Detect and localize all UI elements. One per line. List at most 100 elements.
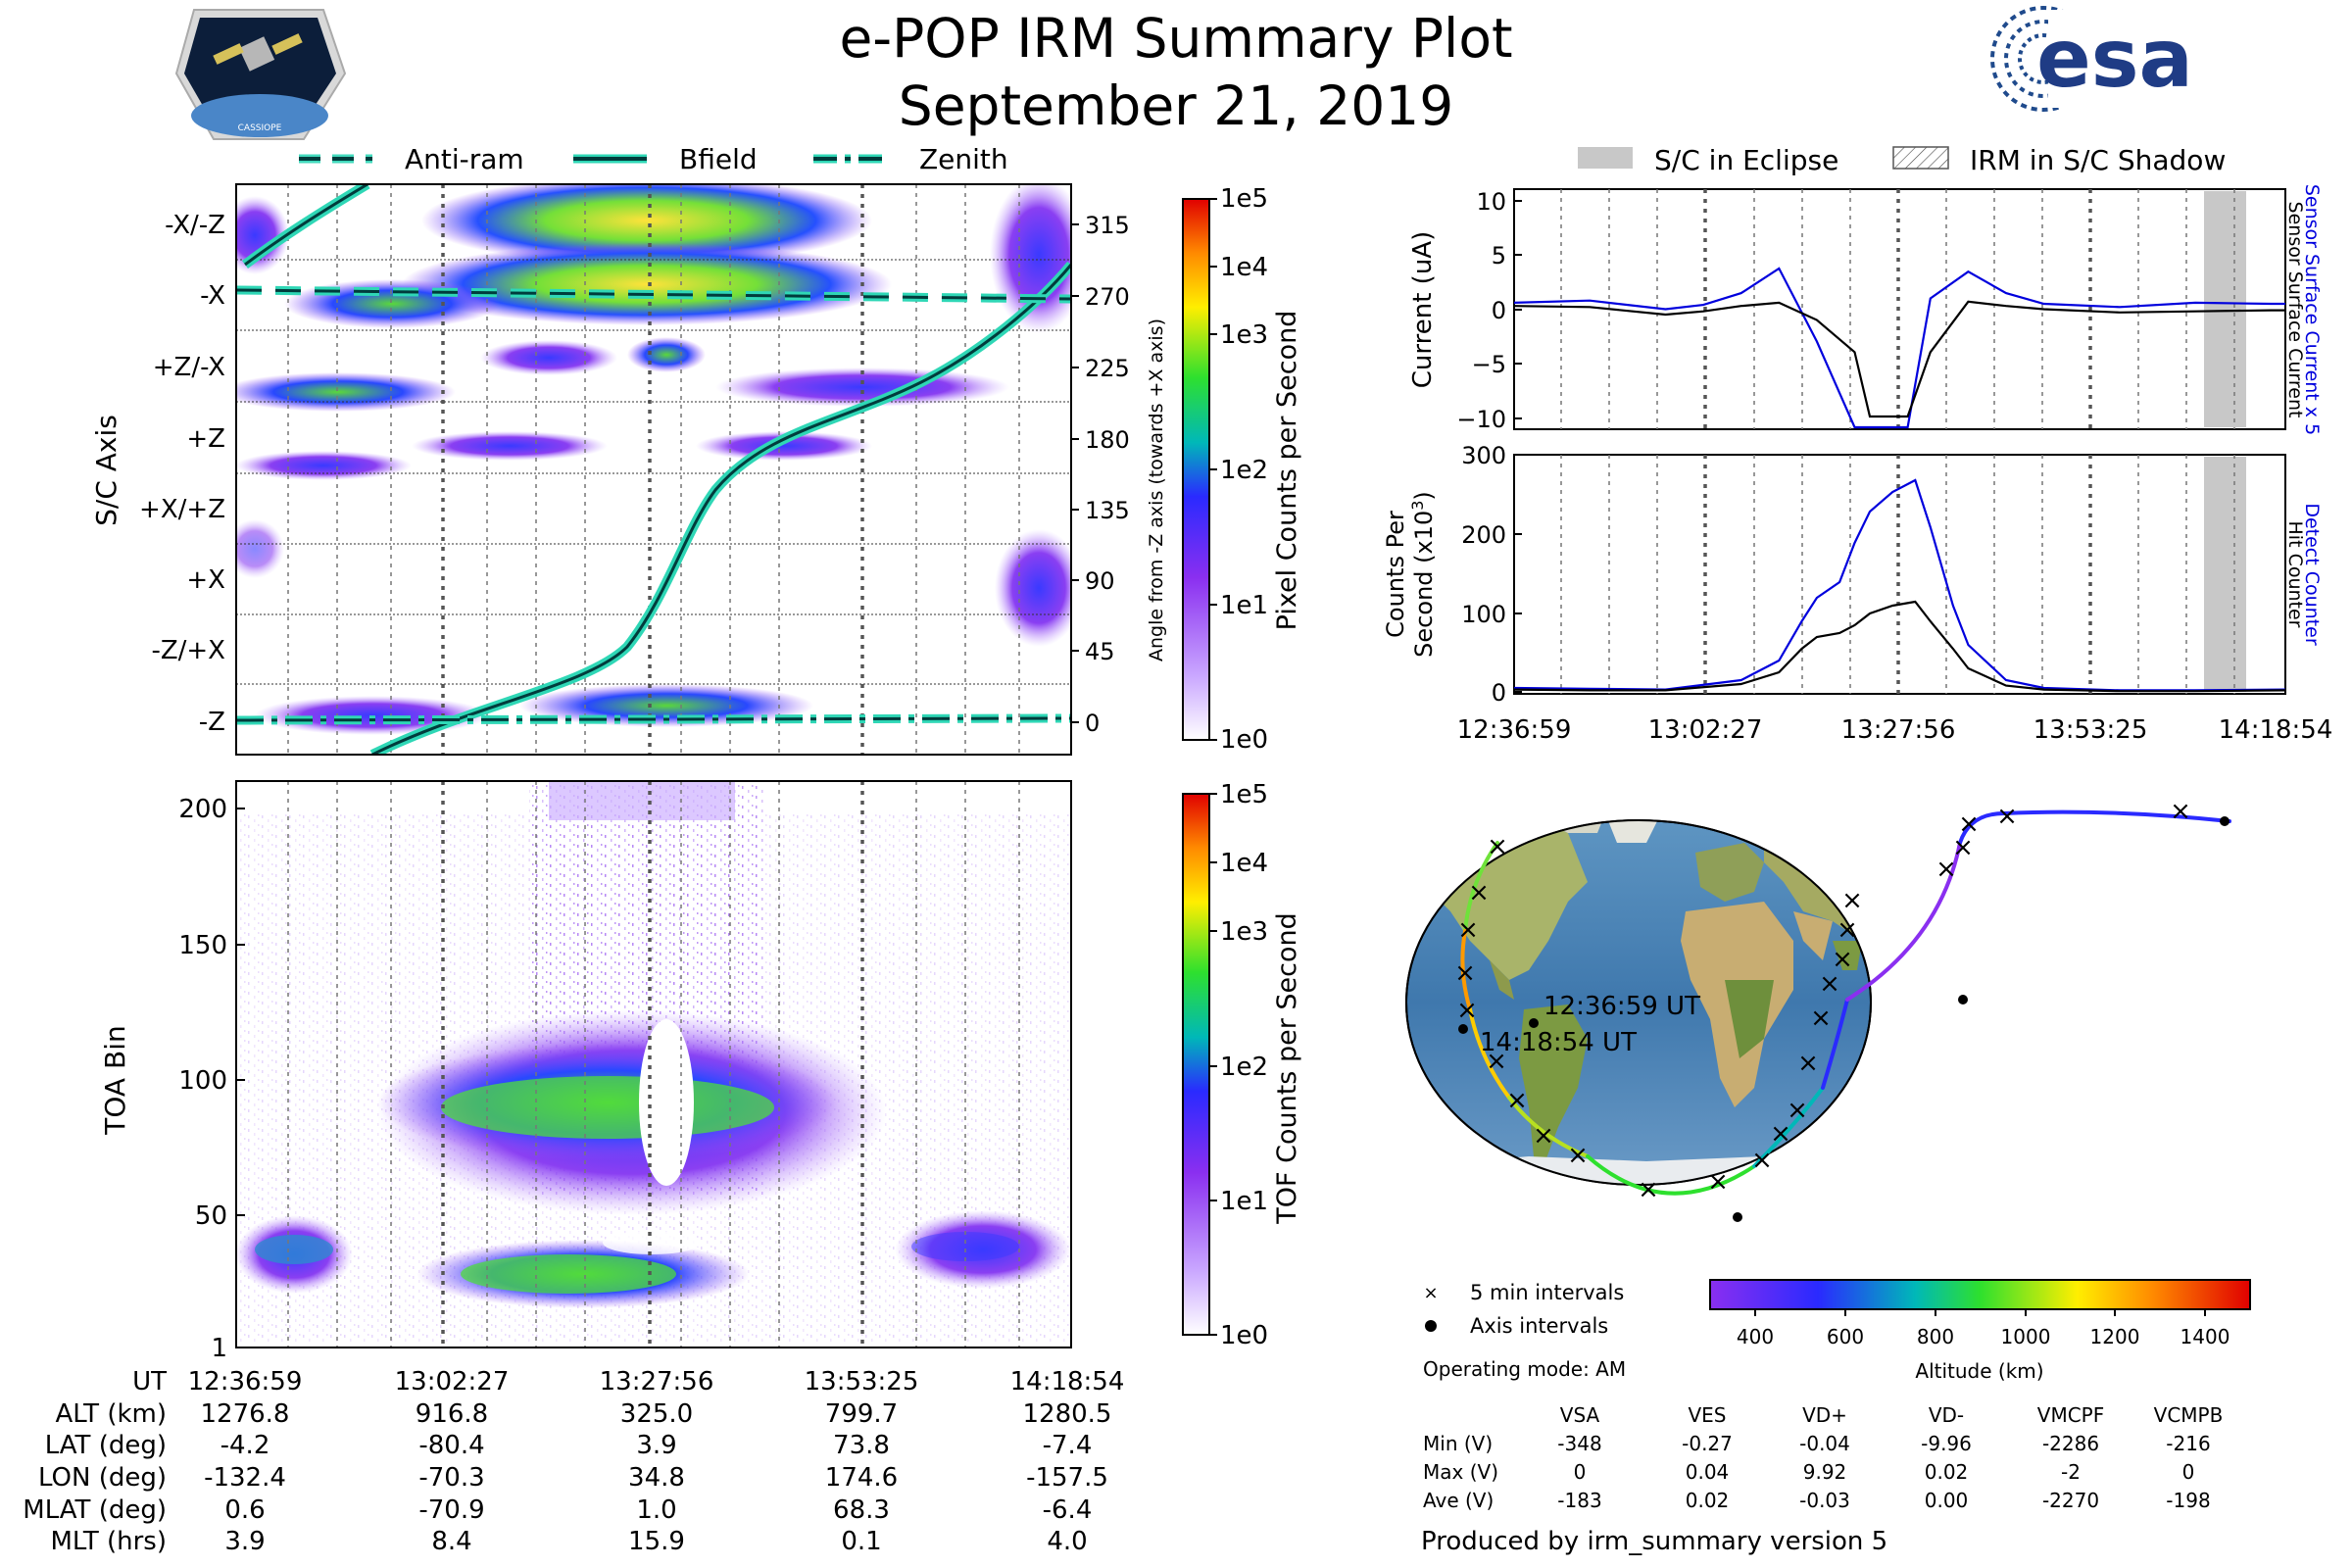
current-right-label-blue: Sensor Surface Current x 5 (2301, 184, 2323, 435)
toa-ytick: 100 (178, 1066, 227, 1096)
table-cell: 1276.8 (201, 1399, 290, 1429)
colorbar-tick: 1e5 (1220, 184, 1268, 214)
pixel-colorbar-label: Pixel Counts per Second (1272, 311, 1302, 631)
eclipse-band (2204, 457, 2246, 692)
interval-marker: × (1996, 802, 2018, 831)
counts-ylabel-line1: Counts Per (1382, 511, 1409, 638)
axis-marker (1958, 995, 1968, 1004)
voltage-cell: -0.03 (1799, 1489, 1850, 1512)
axis-marker (2220, 816, 2230, 826)
voltage-cell: 0.02 (1925, 1460, 1969, 1484)
voltage-cell: 9.92 (1803, 1460, 1847, 1484)
table-cell: -7.4 (1043, 1431, 1093, 1460)
interval-marker: × (1707, 1167, 1729, 1197)
interval-marker: × (1506, 1086, 1528, 1115)
table-cell: 1280.5 (1023, 1399, 1112, 1429)
pixel-colorbar: 1e5 1e4 1e3 1e2 1e1 1e0 Pixel Counts per… (1182, 184, 1302, 755)
voltage-cell: -2270 (2042, 1489, 2099, 1512)
toa-panel: 200 150 100 50 1 TOA Bin (99, 780, 1072, 1363)
toa-ytick: 150 (178, 931, 227, 960)
ephemeris-table: UT ALT (km) LAT (deg) LON (deg) MLAT (de… (23, 1367, 1124, 1556)
table-cell: -70.3 (418, 1463, 484, 1493)
axis-label: -X/-Z (165, 211, 225, 240)
interval-marker: × (1958, 809, 1980, 839)
legend-axis: Axis intervals (1470, 1314, 1608, 1338)
time-tick: 13:53:25 (2034, 715, 2148, 745)
interval-marker: × (1819, 969, 1840, 999)
tof-colorbar-label: TOF Counts per Second (1272, 912, 1302, 1225)
current-ytick: −10 (1456, 406, 1506, 433)
detect-counter-line (1513, 478, 2286, 692)
interval-marker: × (1487, 832, 1508, 861)
counts-ytick: 100 (1461, 601, 1506, 628)
table-cell: -6.4 (1043, 1495, 1093, 1525)
interval-marker: × (1810, 1004, 1832, 1033)
current-panel: 10 5 0 −5 −10 Current (uA) Sensor Surfac… (1408, 184, 2323, 435)
legend-anti-ram: Anti-ram (405, 143, 524, 175)
interval-marker: × (1936, 855, 1957, 884)
interval-marker: × (1787, 1096, 1808, 1125)
counts-ytick: 0 (1492, 679, 1506, 707)
orbit-start-label: 12:36:59 UT (1544, 992, 1700, 1021)
interval-marker: × (1567, 1141, 1589, 1170)
eclipse-band (2204, 191, 2246, 427)
time-tick: 13:02:27 (1648, 715, 1763, 745)
axis-label: +Z (186, 424, 225, 454)
dot-marker-icon (1425, 1320, 1437, 1332)
interval-marker: × (1770, 1119, 1791, 1149)
voltage-cell: -348 (1557, 1432, 1601, 1455)
row-label: LAT (deg) (45, 1431, 167, 1460)
interval-marker: × (1841, 886, 1863, 915)
toa-ytick: 1 (211, 1334, 227, 1363)
table-cell: -80.4 (418, 1431, 484, 1460)
interval-marker: × (2170, 797, 2191, 826)
axis-marker (1529, 1018, 1539, 1028)
interval-marker: × (1751, 1146, 1773, 1175)
current-ytick: 5 (1492, 242, 1506, 270)
cassiope-logo: CASSIOPE (174, 9, 347, 140)
altitude-tick: 1400 (2180, 1325, 2230, 1348)
table-cell: 1.0 (636, 1495, 676, 1525)
voltage-cell: -0.04 (1799, 1432, 1850, 1455)
interval-marker: × (1486, 1047, 1507, 1076)
orbit-end-label: 14:18:54 UT (1480, 1028, 1637, 1057)
colorbar-tick: 1e3 (1220, 917, 1268, 947)
table-cell: 325.0 (620, 1399, 693, 1429)
colorbar-tick: 1e4 (1220, 849, 1268, 878)
counts-ytick: 300 (1461, 442, 1506, 469)
voltage-cell: -183 (1557, 1489, 1601, 1512)
counts-ytick: 200 (1461, 521, 1506, 549)
table-cell: 8.4 (431, 1527, 471, 1556)
voltage-header: VD+ (1802, 1403, 1847, 1427)
table-cell: 3.9 (224, 1527, 265, 1556)
voltage-header: VCMPB (2154, 1403, 2224, 1427)
interval-marker: × (1454, 958, 1476, 988)
colorbar-tick: 1e2 (1220, 1053, 1268, 1082)
sensor-current-x5-line (1513, 267, 2285, 429)
table-cell: 73.8 (833, 1431, 890, 1460)
counts-ylabel-main: Second (x10 (1410, 511, 1438, 658)
voltage-cell: 0 (1574, 1460, 1587, 1484)
bfield-line (371, 264, 1071, 755)
table-cell: 0.1 (841, 1527, 881, 1556)
altitude-label: Altitude (km) (1915, 1359, 2043, 1383)
table-cell: 3.9 (636, 1431, 676, 1460)
interval-marker: × (1837, 915, 1858, 945)
table-cell: 68.3 (833, 1495, 890, 1525)
counts-right-label-blue: Detect Counter (2301, 503, 2323, 646)
sensor-current-line (1513, 300, 2285, 418)
voltage-cell: -9.96 (1921, 1432, 1972, 1455)
table-cell: 0.6 (224, 1495, 265, 1525)
current-ylabel: Current (uA) (1408, 231, 1438, 388)
toa-ylabel: TOA Bin (99, 1025, 131, 1135)
current-series (1513, 267, 2285, 429)
colorbar-tick: 1e1 (1220, 1187, 1268, 1216)
axis-label: -Z (199, 708, 225, 737)
cassiope-logo-text: CASSIOPE (238, 123, 282, 133)
angle-tick: 270 (1085, 283, 1130, 311)
voltage-cell: -216 (2166, 1432, 2210, 1455)
orbit-map: ×××××××××× ××××××××××××× × × 12:36:59 UT 14… (1405, 797, 2231, 1222)
voltage-cell: 0.00 (1925, 1489, 1969, 1512)
axis-label: -Z/+X (151, 636, 225, 665)
